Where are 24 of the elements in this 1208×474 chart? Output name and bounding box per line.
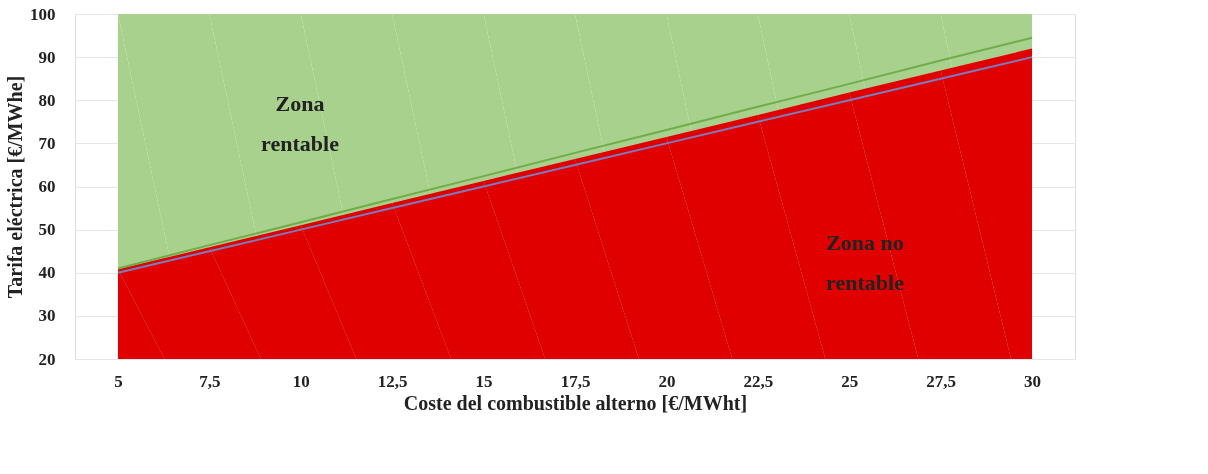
- x-tick-label: 30: [1024, 371, 1042, 391]
- y-tick-label: 90: [38, 47, 56, 67]
- x-axis-title: Coste del combustible alterno [€/MWht]: [403, 391, 748, 414]
- annotation: Zona rentable: [261, 90, 340, 156]
- x-tick-label: 25: [841, 371, 859, 391]
- x-tick-label: 22,5: [743, 371, 774, 391]
- y-axis-title: Tarifa eléctrica [€/MWhe]: [4, 75, 26, 299]
- x-tick-label: 15: [475, 371, 493, 391]
- x-tick-label: 27,5: [926, 371, 957, 391]
- x-tick-label: 10: [292, 371, 310, 391]
- x-tick-label: 7,5: [199, 371, 221, 391]
- x-tick-label: 20: [658, 371, 676, 391]
- x-tick-label: 5: [114, 371, 123, 391]
- y-tick-label: 60: [38, 177, 56, 196]
- y-tick-label: 30: [38, 306, 56, 326]
- y-tick-label: 40: [38, 263, 56, 283]
- annotation: Zona no rentable: [826, 230, 905, 296]
- x-tick-label: 12,5: [377, 371, 408, 391]
- y-tick-label: 50: [38, 220, 56, 240]
- y-tick-label: 100: [30, 4, 56, 24]
- y-tick-label: 20: [38, 349, 56, 369]
- y-tick-label: 80: [38, 90, 56, 110]
- x-tick-label: 17,5: [560, 371, 591, 391]
- y-tick-label: 70: [38, 133, 56, 153]
